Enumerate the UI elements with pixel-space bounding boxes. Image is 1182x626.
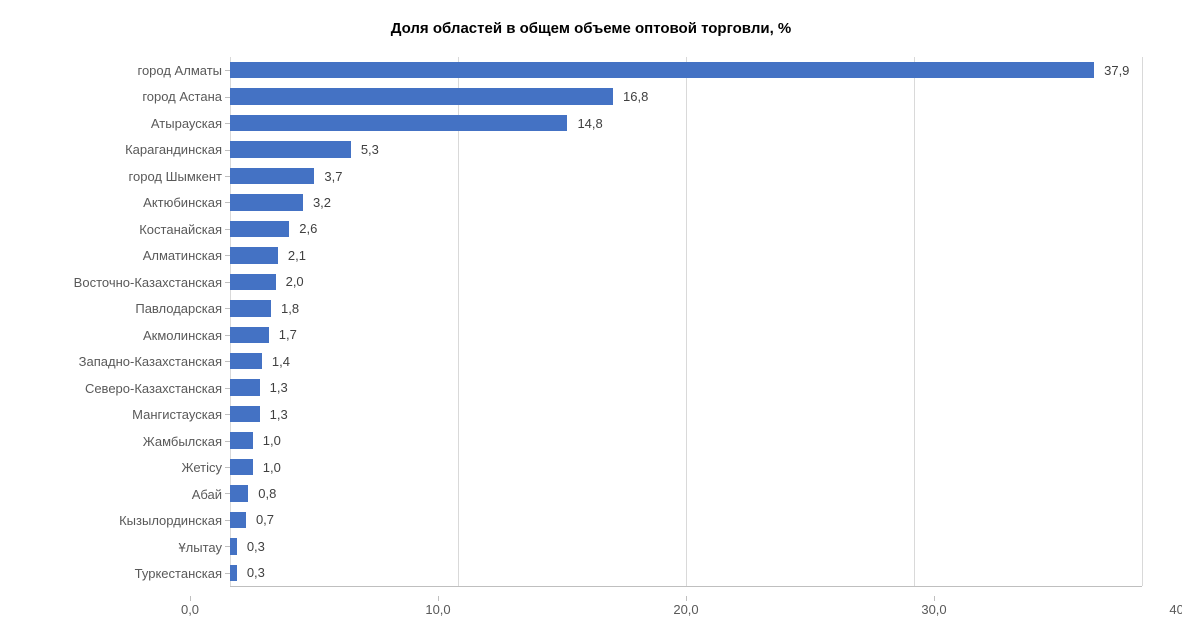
- bar-value-label: 0,7: [256, 512, 274, 527]
- bar-value-label: 14,8: [577, 116, 602, 131]
- y-axis-label: Актюбинская: [40, 190, 222, 217]
- bar: [230, 247, 278, 263]
- bar-row: 37,9: [230, 57, 1142, 83]
- bar-value-label: 2,6: [299, 221, 317, 236]
- bar: [230, 432, 253, 448]
- bar-row: 1,7: [230, 322, 1142, 348]
- bar-row: 0,3: [230, 533, 1142, 559]
- bar-value-label: 1,4: [272, 354, 290, 369]
- y-axis-label: Ұлытау: [40, 534, 222, 561]
- bar-value-label: 5,3: [361, 142, 379, 157]
- bar-row: 3,7: [230, 163, 1142, 189]
- bar-row: 1,3: [230, 374, 1142, 400]
- x-tick-mark: [190, 596, 191, 601]
- bar-value-label: 1,7: [279, 327, 297, 342]
- bar-row: 0,7: [230, 507, 1142, 533]
- bar-value-label: 0,8: [258, 486, 276, 501]
- y-axis-label: Карагандинская: [40, 137, 222, 164]
- y-axis-label: Туркестанская: [40, 561, 222, 588]
- bar: [230, 379, 260, 395]
- bar-row: 1,0: [230, 427, 1142, 453]
- x-axis-label: 0,0: [181, 602, 199, 617]
- y-axis-label: Жамбылская: [40, 428, 222, 455]
- bar-row: 5,3: [230, 136, 1142, 162]
- bar: [230, 141, 351, 157]
- y-axis-label: Атырауская: [40, 110, 222, 137]
- x-axis-label: 30,0: [921, 602, 946, 617]
- y-axis-label: Костанайская: [40, 216, 222, 243]
- x-tick-mark: [438, 596, 439, 601]
- bar-value-label: 16,8: [623, 89, 648, 104]
- bar-value-label: 1,3: [270, 380, 288, 395]
- bar-value-label: 1,0: [263, 460, 281, 475]
- x-tick-mark: [934, 596, 935, 601]
- y-axis-label: город Шымкент: [40, 163, 222, 190]
- y-axis-label: Акмолинская: [40, 322, 222, 349]
- bar-row: 1,8: [230, 295, 1142, 321]
- bar-row: 1,3: [230, 401, 1142, 427]
- bar-row: 1,0: [230, 454, 1142, 480]
- x-axis-label: 40,0: [1169, 602, 1182, 617]
- bars: 37,9 16,8 14,8 5,3 3,7 3,2 2,6 2,1 2,0 1,8 1,7 1,4 1…: [230, 57, 1142, 586]
- x-axis: 0,010,020,030,040,0: [190, 596, 1182, 626]
- chart-container: Доля областей в общем объеме оптовой тор…: [0, 0, 1182, 626]
- gridline: [1142, 57, 1143, 586]
- bar-row: 2,6: [230, 216, 1142, 242]
- bar-value-label: 3,2: [313, 195, 331, 210]
- y-axis-label: город Астана: [40, 84, 222, 111]
- x-axis-label: 10,0: [425, 602, 450, 617]
- bar-value-label: 2,1: [288, 248, 306, 263]
- bar-value-label: 1,0: [263, 433, 281, 448]
- bar-value-label: 37,9: [1104, 63, 1129, 78]
- bar-row: 14,8: [230, 110, 1142, 136]
- y-axis-labels: город Алматыгород АстанаАтыраускаяКарага…: [40, 57, 230, 587]
- bar: [230, 115, 567, 131]
- bar: [230, 538, 237, 554]
- bar: [230, 88, 613, 104]
- bar: [230, 221, 289, 237]
- bar: [230, 406, 260, 422]
- y-axis-label: Кызылординская: [40, 508, 222, 535]
- bar: [230, 274, 276, 290]
- bar: [230, 512, 246, 528]
- bar-row: 1,4: [230, 348, 1142, 374]
- bar: [230, 459, 253, 475]
- y-axis-label: Павлодарская: [40, 296, 222, 323]
- bar: [230, 168, 314, 184]
- y-axis-label: Алматинская: [40, 243, 222, 270]
- x-tick-mark: [686, 596, 687, 601]
- plot-area: город Алматыгород АстанаАтыраускаяКарага…: [40, 57, 1142, 587]
- x-axis-label: 20,0: [673, 602, 698, 617]
- y-axis-label: Абай: [40, 481, 222, 508]
- bar-row: 2,1: [230, 242, 1142, 268]
- bar-value-label: 2,0: [286, 274, 304, 289]
- y-axis-label: Северо-Казахстанская: [40, 375, 222, 402]
- y-axis-label: Восточно-Казахстанская: [40, 269, 222, 296]
- bar-row: 2,0: [230, 269, 1142, 295]
- bar-value-label: 1,8: [281, 301, 299, 316]
- bar: [230, 353, 262, 369]
- bar: [230, 327, 269, 343]
- bars-region: 37,9 16,8 14,8 5,3 3,7 3,2 2,6 2,1 2,0 1,8 1,7 1,4 1…: [230, 57, 1142, 587]
- chart-title: Доля областей в общем объеме оптовой тор…: [40, 20, 1142, 37]
- bar-row: 0,3: [230, 560, 1142, 586]
- y-axis-label: Западно-Казахстанская: [40, 349, 222, 376]
- y-axis-label: город Алматы: [40, 57, 222, 84]
- bar-value-label: 1,3: [270, 407, 288, 422]
- bar: [230, 62, 1094, 78]
- y-axis-label: Мангистауская: [40, 402, 222, 429]
- bar: [230, 194, 303, 210]
- bar: [230, 485, 248, 501]
- bar-value-label: 0,3: [247, 565, 265, 580]
- y-axis-label: Жетісу: [40, 455, 222, 482]
- bar: [230, 565, 237, 581]
- bar-row: 0,8: [230, 480, 1142, 506]
- bar-row: 16,8: [230, 83, 1142, 109]
- bar-row: 3,2: [230, 189, 1142, 215]
- bar-value-label: 0,3: [247, 539, 265, 554]
- bar-value-label: 3,7: [324, 169, 342, 184]
- bar: [230, 300, 271, 316]
